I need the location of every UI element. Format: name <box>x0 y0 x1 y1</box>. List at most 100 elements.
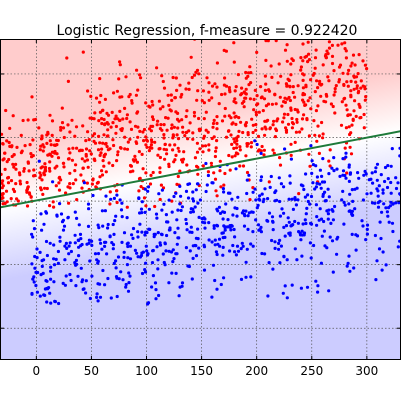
point-upper <box>29 152 33 156</box>
point-upper <box>329 102 333 106</box>
point-lower <box>251 244 255 248</box>
point-lower <box>244 209 248 213</box>
point-upper <box>149 138 154 142</box>
point-lower <box>318 168 322 172</box>
point-lower <box>44 239 49 244</box>
point-lower <box>326 187 330 191</box>
point-lower <box>267 211 272 215</box>
point-lower <box>271 220 275 224</box>
point-lower <box>361 198 365 202</box>
point-lower <box>143 210 147 214</box>
point-lower <box>167 281 171 285</box>
point-upper <box>128 137 132 141</box>
point-lower <box>219 282 223 287</box>
point-upper <box>285 97 289 101</box>
point-lower <box>214 250 218 254</box>
point-upper <box>304 54 309 58</box>
point-lower <box>254 198 258 202</box>
point-lower <box>101 268 105 273</box>
point-upper <box>136 135 140 139</box>
point-lower <box>180 205 184 209</box>
point-upper <box>86 165 90 169</box>
point-upper <box>197 72 201 76</box>
point-lower <box>184 217 188 222</box>
point-upper <box>319 83 323 87</box>
point-lower <box>329 221 333 225</box>
point-lower <box>52 243 56 247</box>
point-lower <box>139 207 144 211</box>
point-lower <box>154 212 159 216</box>
point-upper <box>318 79 322 83</box>
point-upper <box>212 118 216 122</box>
point-lower <box>289 157 293 161</box>
point-lower <box>296 198 300 202</box>
point-upper <box>39 188 43 192</box>
point-upper <box>128 163 133 168</box>
point-upper <box>289 142 293 146</box>
point-lower <box>96 299 100 303</box>
point-lower <box>331 270 335 274</box>
point-lower <box>293 219 297 224</box>
point-lower <box>322 219 326 224</box>
point-lower <box>109 296 113 300</box>
point-upper <box>336 43 340 47</box>
point-lower <box>381 188 385 192</box>
point-lower <box>258 194 262 198</box>
point-lower <box>193 205 197 209</box>
point-lower <box>106 276 110 281</box>
point-lower <box>354 248 358 252</box>
point-upper <box>101 108 105 112</box>
point-lower <box>174 191 178 195</box>
point-upper <box>167 162 171 166</box>
point-lower <box>285 258 289 262</box>
point-lower <box>88 296 92 301</box>
point-lower <box>245 178 249 182</box>
point-upper <box>10 154 14 159</box>
point-upper <box>233 97 237 101</box>
point-upper <box>88 149 92 153</box>
point-lower <box>341 169 346 173</box>
point-lower <box>77 254 81 258</box>
point-upper <box>171 148 175 152</box>
point-upper <box>224 135 229 139</box>
point-upper <box>135 160 139 164</box>
point-lower <box>355 234 360 238</box>
point-upper <box>206 130 210 134</box>
point-lower <box>201 220 205 224</box>
point-upper <box>45 186 49 191</box>
point-upper <box>74 125 79 129</box>
point-lower <box>146 302 150 306</box>
point-upper <box>94 96 99 100</box>
point-upper <box>304 85 308 89</box>
point-lower <box>291 207 295 211</box>
point-upper <box>282 116 286 120</box>
point-lower <box>172 194 176 199</box>
point-upper <box>0 179 5 183</box>
point-upper <box>173 143 177 147</box>
point-upper <box>166 116 170 120</box>
point-upper <box>4 108 8 113</box>
point-upper <box>184 87 188 91</box>
point-lower <box>210 240 214 244</box>
point-lower <box>320 174 324 178</box>
point-lower <box>294 203 298 207</box>
point-lower <box>302 231 307 235</box>
point-upper <box>293 95 297 99</box>
point-upper <box>168 108 172 112</box>
point-lower <box>251 190 255 194</box>
point-upper <box>211 125 215 129</box>
point-upper <box>215 127 219 131</box>
point-upper <box>354 75 359 79</box>
point-lower <box>97 226 101 230</box>
point-lower <box>335 167 339 171</box>
point-upper <box>273 135 277 139</box>
point-upper <box>155 66 159 70</box>
point-lower <box>49 277 53 281</box>
point-upper <box>39 173 43 177</box>
point-upper <box>309 78 313 82</box>
point-upper <box>50 154 54 158</box>
point-upper <box>255 94 259 98</box>
point-upper <box>347 68 351 72</box>
point-lower <box>128 257 133 261</box>
